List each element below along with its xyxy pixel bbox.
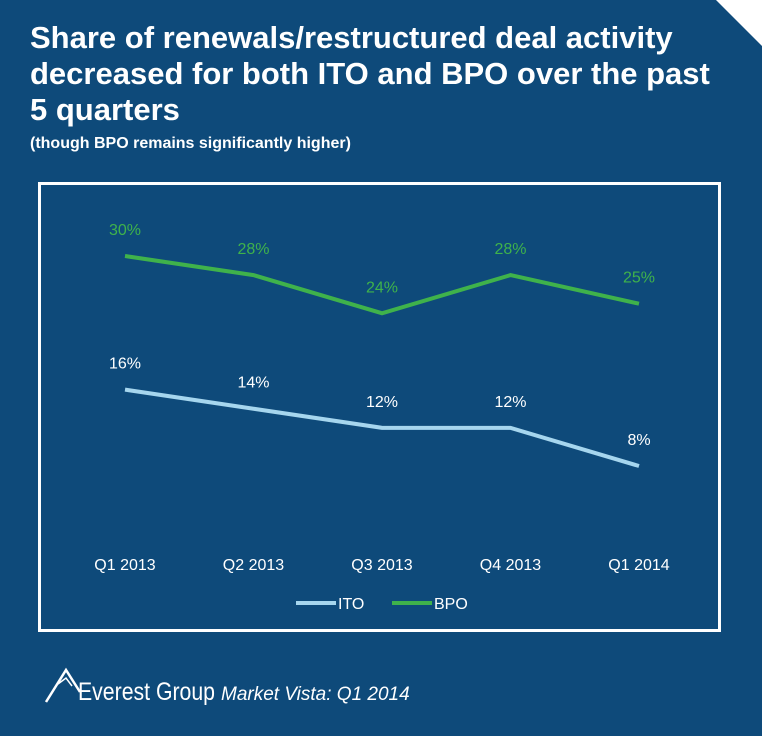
bpo-data-label: 24% bbox=[366, 279, 398, 296]
bpo-data-label: 28% bbox=[494, 241, 526, 258]
bpo-data-label: 28% bbox=[237, 241, 269, 258]
ito-data-label: 12% bbox=[366, 394, 398, 411]
ito-data-label: 16% bbox=[109, 356, 141, 373]
chart-frame bbox=[38, 182, 721, 632]
bpo-data-label: 30% bbox=[109, 222, 141, 239]
page-title: Share of renewals/restructured deal acti… bbox=[30, 20, 710, 127]
mountain-peak-icon bbox=[44, 667, 82, 703]
bpo-series-line bbox=[124, 254, 640, 316]
x-tick-label: Q4 2013 bbox=[480, 557, 541, 574]
page-subtitle: (though BPO remains significantly higher… bbox=[30, 135, 351, 152]
ito-data-label: 14% bbox=[237, 375, 269, 392]
x-tick-label: Q1 2013 bbox=[94, 557, 155, 574]
x-tick-label: Q1 2014 bbox=[608, 557, 669, 574]
publication-label: Market Vista: Q1 2014 bbox=[221, 684, 410, 705]
x-tick-label: Q3 2013 bbox=[351, 557, 412, 574]
ito-data-label: 8% bbox=[627, 432, 650, 449]
x-tick-label: Q2 2013 bbox=[223, 557, 284, 574]
ito-series-line bbox=[124, 387, 640, 468]
brand-name: Everest Group bbox=[78, 678, 216, 706]
corner-fold-decoration bbox=[716, 0, 762, 46]
bpo-data-label: 25% bbox=[623, 270, 655, 287]
ito-data-label: 12% bbox=[494, 394, 526, 411]
footer: Everest Group Market Vista: Q1 2014 bbox=[44, 664, 464, 714]
legend-label-bpo: BPO bbox=[434, 596, 468, 613]
legend-label-ito: ITO bbox=[338, 596, 364, 613]
